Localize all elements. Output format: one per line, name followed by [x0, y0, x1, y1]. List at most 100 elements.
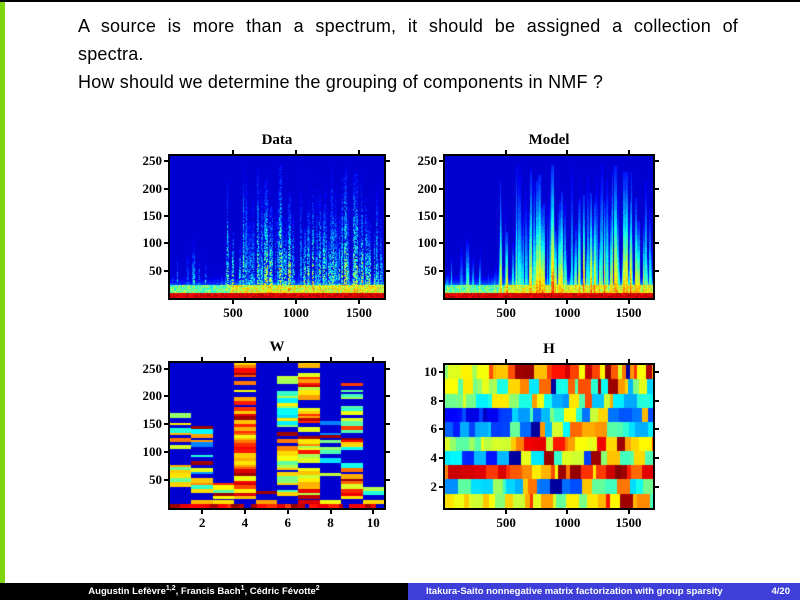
y-tick-mark	[655, 399, 659, 402]
y-tick-mark	[439, 187, 443, 190]
x-tick-mark	[286, 357, 289, 361]
top-border-line	[0, 0, 800, 2]
x-tick-mark	[627, 359, 630, 363]
y-tick-mark	[386, 187, 390, 190]
model-plot-box	[443, 154, 655, 300]
y-tick-mark	[164, 215, 168, 218]
author-name: , Cédric Févotte2	[244, 585, 320, 597]
x-tick-mark	[505, 300, 508, 304]
slide-page-number: 4/20	[771, 586, 791, 597]
slide-title-block: A source is more than a spectrum, it sho…	[78, 12, 738, 96]
y-tick-label: 100	[142, 444, 163, 460]
y-tick-label: 10	[424, 364, 437, 380]
x-tick-mark	[357, 150, 360, 154]
y-tick-mark	[164, 242, 168, 245]
y-tick-mark	[655, 160, 659, 163]
x-tick-mark	[329, 357, 332, 361]
y-tick-mark	[164, 423, 168, 426]
author-affiliation-sup: 1,2	[165, 584, 176, 592]
y-tick-mark	[386, 395, 390, 398]
talk-title: Itakura-Saito nonnegative matrix factori…	[426, 586, 723, 597]
x-tick-mark	[329, 510, 332, 514]
y-tick-mark	[386, 479, 390, 482]
y-tick-label: 50	[149, 472, 162, 488]
y-tick-mark	[164, 367, 168, 370]
y-tick-label: 6	[430, 421, 438, 437]
x-tick-mark	[566, 359, 569, 363]
y-tick-mark	[164, 269, 168, 272]
y-tick-label: 50	[424, 262, 437, 278]
y-tick-mark	[655, 269, 659, 272]
author-name: Augustin Lefèvre1,2	[88, 584, 176, 597]
x-tick-mark	[243, 510, 246, 514]
y-tick-mark	[439, 399, 443, 402]
slide-title-line-1: A source is more than a spectrum, it sho…	[78, 16, 738, 36]
y-tick-mark	[439, 242, 443, 245]
y-tick-label: 100	[417, 235, 438, 251]
author-name-text: , Cédric Févotte	[244, 586, 316, 597]
x-tick-label: 1000	[554, 515, 581, 530]
x-tick-label: 1500	[615, 515, 642, 530]
author-name: , Francis Bach1	[175, 584, 245, 597]
y-tick-mark	[439, 269, 443, 272]
y-tick-mark	[655, 242, 659, 245]
y-tick-mark	[386, 160, 390, 163]
y-tick-label: 200	[142, 388, 163, 404]
y-tick-mark	[164, 395, 168, 398]
h-matrix-plot-title: H	[543, 341, 555, 357]
footer-talk-info: Itakura-Saito nonnegative matrix factori…	[408, 583, 800, 600]
x-tick-label: 500	[223, 305, 243, 320]
x-tick-mark	[231, 300, 234, 304]
x-tick-mark	[372, 357, 375, 361]
y-tick-mark	[386, 423, 390, 426]
y-tick-mark	[164, 187, 168, 190]
y-tick-label: 250	[417, 153, 438, 169]
x-tick-mark	[201, 510, 204, 514]
y-tick-label: 4	[430, 449, 438, 465]
x-tick-label: 1000	[282, 305, 309, 320]
y-tick-mark	[439, 456, 443, 459]
y-tick-mark	[386, 215, 390, 218]
y-tick-mark	[655, 428, 659, 431]
x-tick-mark	[201, 357, 204, 361]
y-tick-mark	[386, 269, 390, 272]
y-tick-label: 200	[142, 180, 163, 196]
y-tick-mark	[164, 451, 168, 454]
x-tick-mark	[505, 510, 508, 514]
data-plot-title: Data	[261, 132, 293, 148]
x-tick-label: 500	[496, 515, 516, 530]
y-tick-mark	[164, 160, 168, 163]
y-tick-label: 50	[149, 262, 162, 278]
y-tick-mark	[386, 367, 390, 370]
x-tick-mark	[243, 357, 246, 361]
x-tick-mark	[627, 510, 630, 514]
y-tick-label: 150	[142, 208, 163, 224]
y-tick-mark	[655, 456, 659, 459]
x-tick-mark	[566, 150, 569, 154]
author-name-text: , Francis Bach	[175, 586, 241, 597]
data-spectrogram-heatmap	[170, 156, 384, 298]
x-tick-mark	[231, 150, 234, 154]
model-spectrogram-heatmap	[445, 156, 653, 298]
x-tick-mark	[294, 300, 297, 304]
y-tick-label: 250	[142, 153, 163, 169]
data-plot-box	[168, 154, 386, 300]
y-tick-mark	[439, 485, 443, 488]
y-tick-mark	[439, 428, 443, 431]
author-name-text: Augustin Lefèvre	[88, 586, 166, 597]
y-tick-mark	[386, 242, 390, 245]
slide-question-line: How should we determine the grouping of …	[78, 72, 604, 92]
w-matrix-plot-title: W	[269, 339, 285, 355]
x-tick-label: 2	[198, 515, 206, 530]
y-tick-label: 150	[417, 208, 438, 224]
y-tick-mark	[655, 485, 659, 488]
model-plot-title: Model	[528, 132, 570, 148]
y-tick-label: 150	[142, 416, 163, 432]
y-tick-mark	[386, 451, 390, 454]
x-tick-mark	[505, 359, 508, 363]
y-tick-mark	[439, 160, 443, 163]
x-tick-label: 10	[366, 515, 380, 530]
author-affiliation-sup: 1	[240, 584, 245, 592]
footer-bar: Augustin Lefèvre1,2 , Francis Bach1 , Cé…	[0, 583, 800, 600]
